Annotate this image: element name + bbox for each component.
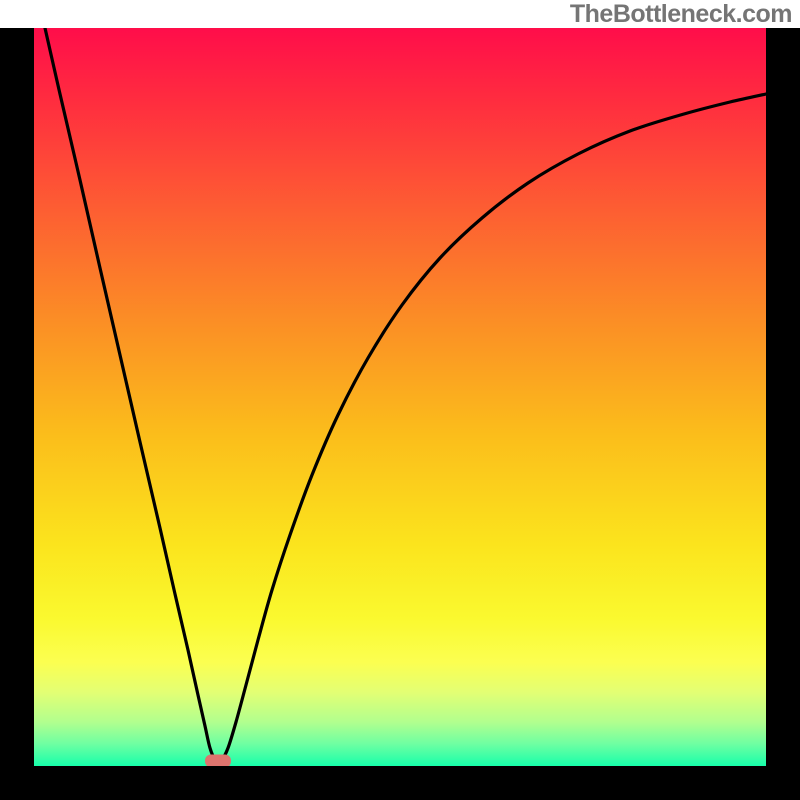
gradient-background [34,28,766,766]
chart-container: TheBottleneck.com [0,0,800,800]
frame-border-right [766,28,800,800]
bottleneck-chart [0,0,800,800]
optimum-marker [205,755,231,768]
frame-border-left [0,28,34,800]
watermark-text: TheBottleneck.com [570,0,792,29]
frame-border-bottom [0,766,800,800]
